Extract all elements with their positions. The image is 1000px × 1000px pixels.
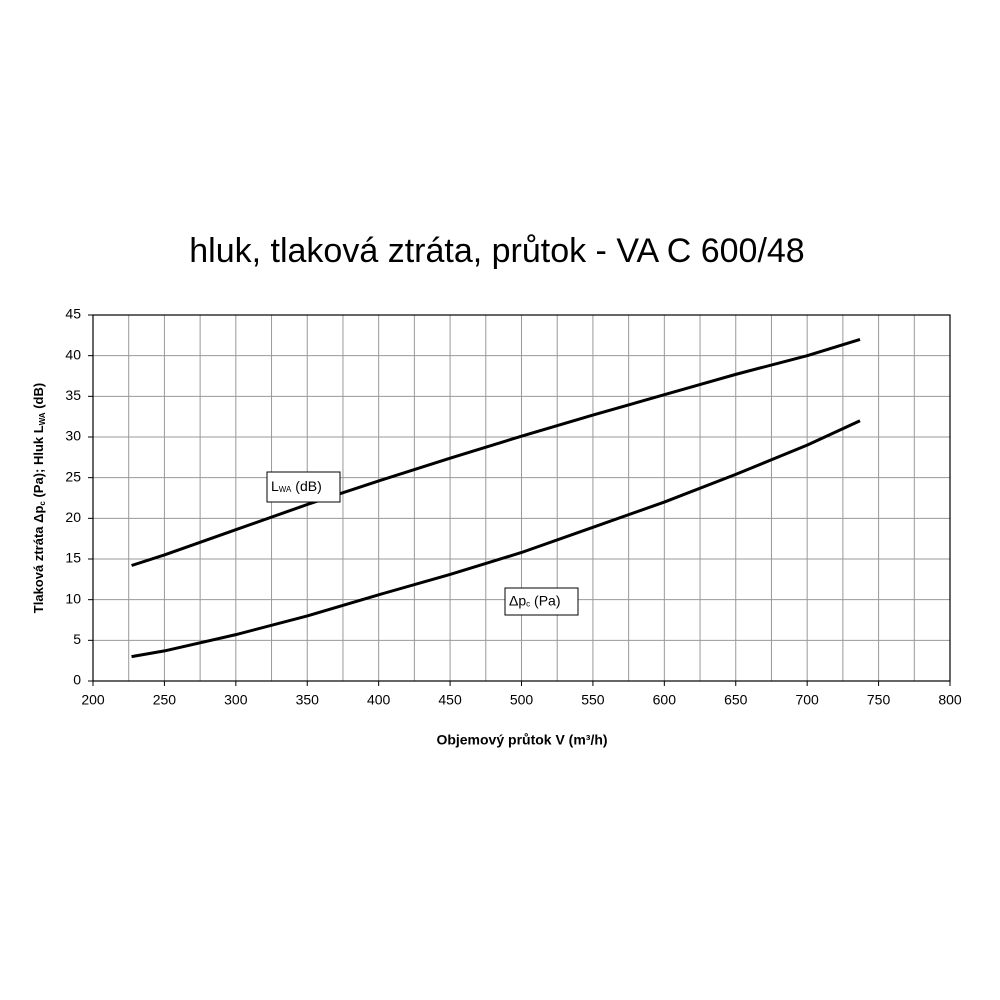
x-tick-label: 300	[224, 692, 248, 708]
y-axis-label-part: c	[38, 501, 47, 506]
series-label-part: c	[526, 600, 530, 609]
series-label-part: L	[271, 478, 279, 494]
x-tick-label: 450	[438, 692, 462, 708]
series-label-part: WA	[279, 485, 292, 494]
x-tick-label: 400	[367, 692, 391, 708]
series-label: Δpc (Pa)	[509, 592, 560, 608]
y-tick-label: 5	[73, 631, 81, 647]
y-tick-label: 45	[65, 306, 81, 322]
y-axis-label: Tlaková ztráta Δpc (Pa); Hluk LWA (dB)	[31, 383, 47, 613]
series-label-box	[266, 471, 341, 503]
y-tick-label: 15	[65, 550, 81, 566]
y-axis-label-part: (Pa); Hluk L	[31, 425, 46, 501]
x-tick-label: 350	[296, 692, 320, 708]
series-label-part: (dB)	[291, 478, 321, 494]
x-tick-label: 600	[653, 692, 677, 708]
y-tick-label: 35	[65, 387, 81, 403]
y-tick-label: 0	[73, 672, 81, 688]
x-axis-label: Objemový průtok V (m³/h)	[436, 732, 607, 748]
plot-frame	[92, 314, 951, 682]
y-tick-label: 20	[65, 509, 81, 525]
x-tick-label: 200	[81, 692, 105, 708]
series-label: LWA (dB)	[271, 478, 322, 494]
series-line	[131, 419, 861, 659]
y-axis-label-part: Tlaková ztráta Δp	[31, 506, 46, 614]
x-tick-label: 700	[795, 692, 819, 708]
y-axis-label-part: (dB)	[31, 383, 46, 413]
y-tick-label: 30	[65, 428, 81, 444]
x-tick-label: 500	[510, 692, 534, 708]
y-tick-label: 25	[65, 468, 81, 484]
series-line	[131, 337, 861, 567]
chart-title: hluk, tlaková ztráta, průtok - VA C 600/…	[189, 232, 804, 270]
x-tick-label: 250	[153, 692, 177, 708]
y-axis-label-part: WA	[38, 412, 47, 425]
y-tick-label: 10	[65, 590, 81, 606]
x-tick-label: 750	[867, 692, 891, 708]
series-label-box	[504, 587, 579, 616]
x-tick-label: 650	[724, 692, 748, 708]
x-tick-label: 800	[938, 692, 962, 708]
series-label-part: (Pa)	[530, 592, 560, 608]
y-tick-label: 40	[65, 346, 81, 362]
series-label-part: Δp	[509, 592, 526, 608]
x-tick-label: 550	[581, 692, 605, 708]
